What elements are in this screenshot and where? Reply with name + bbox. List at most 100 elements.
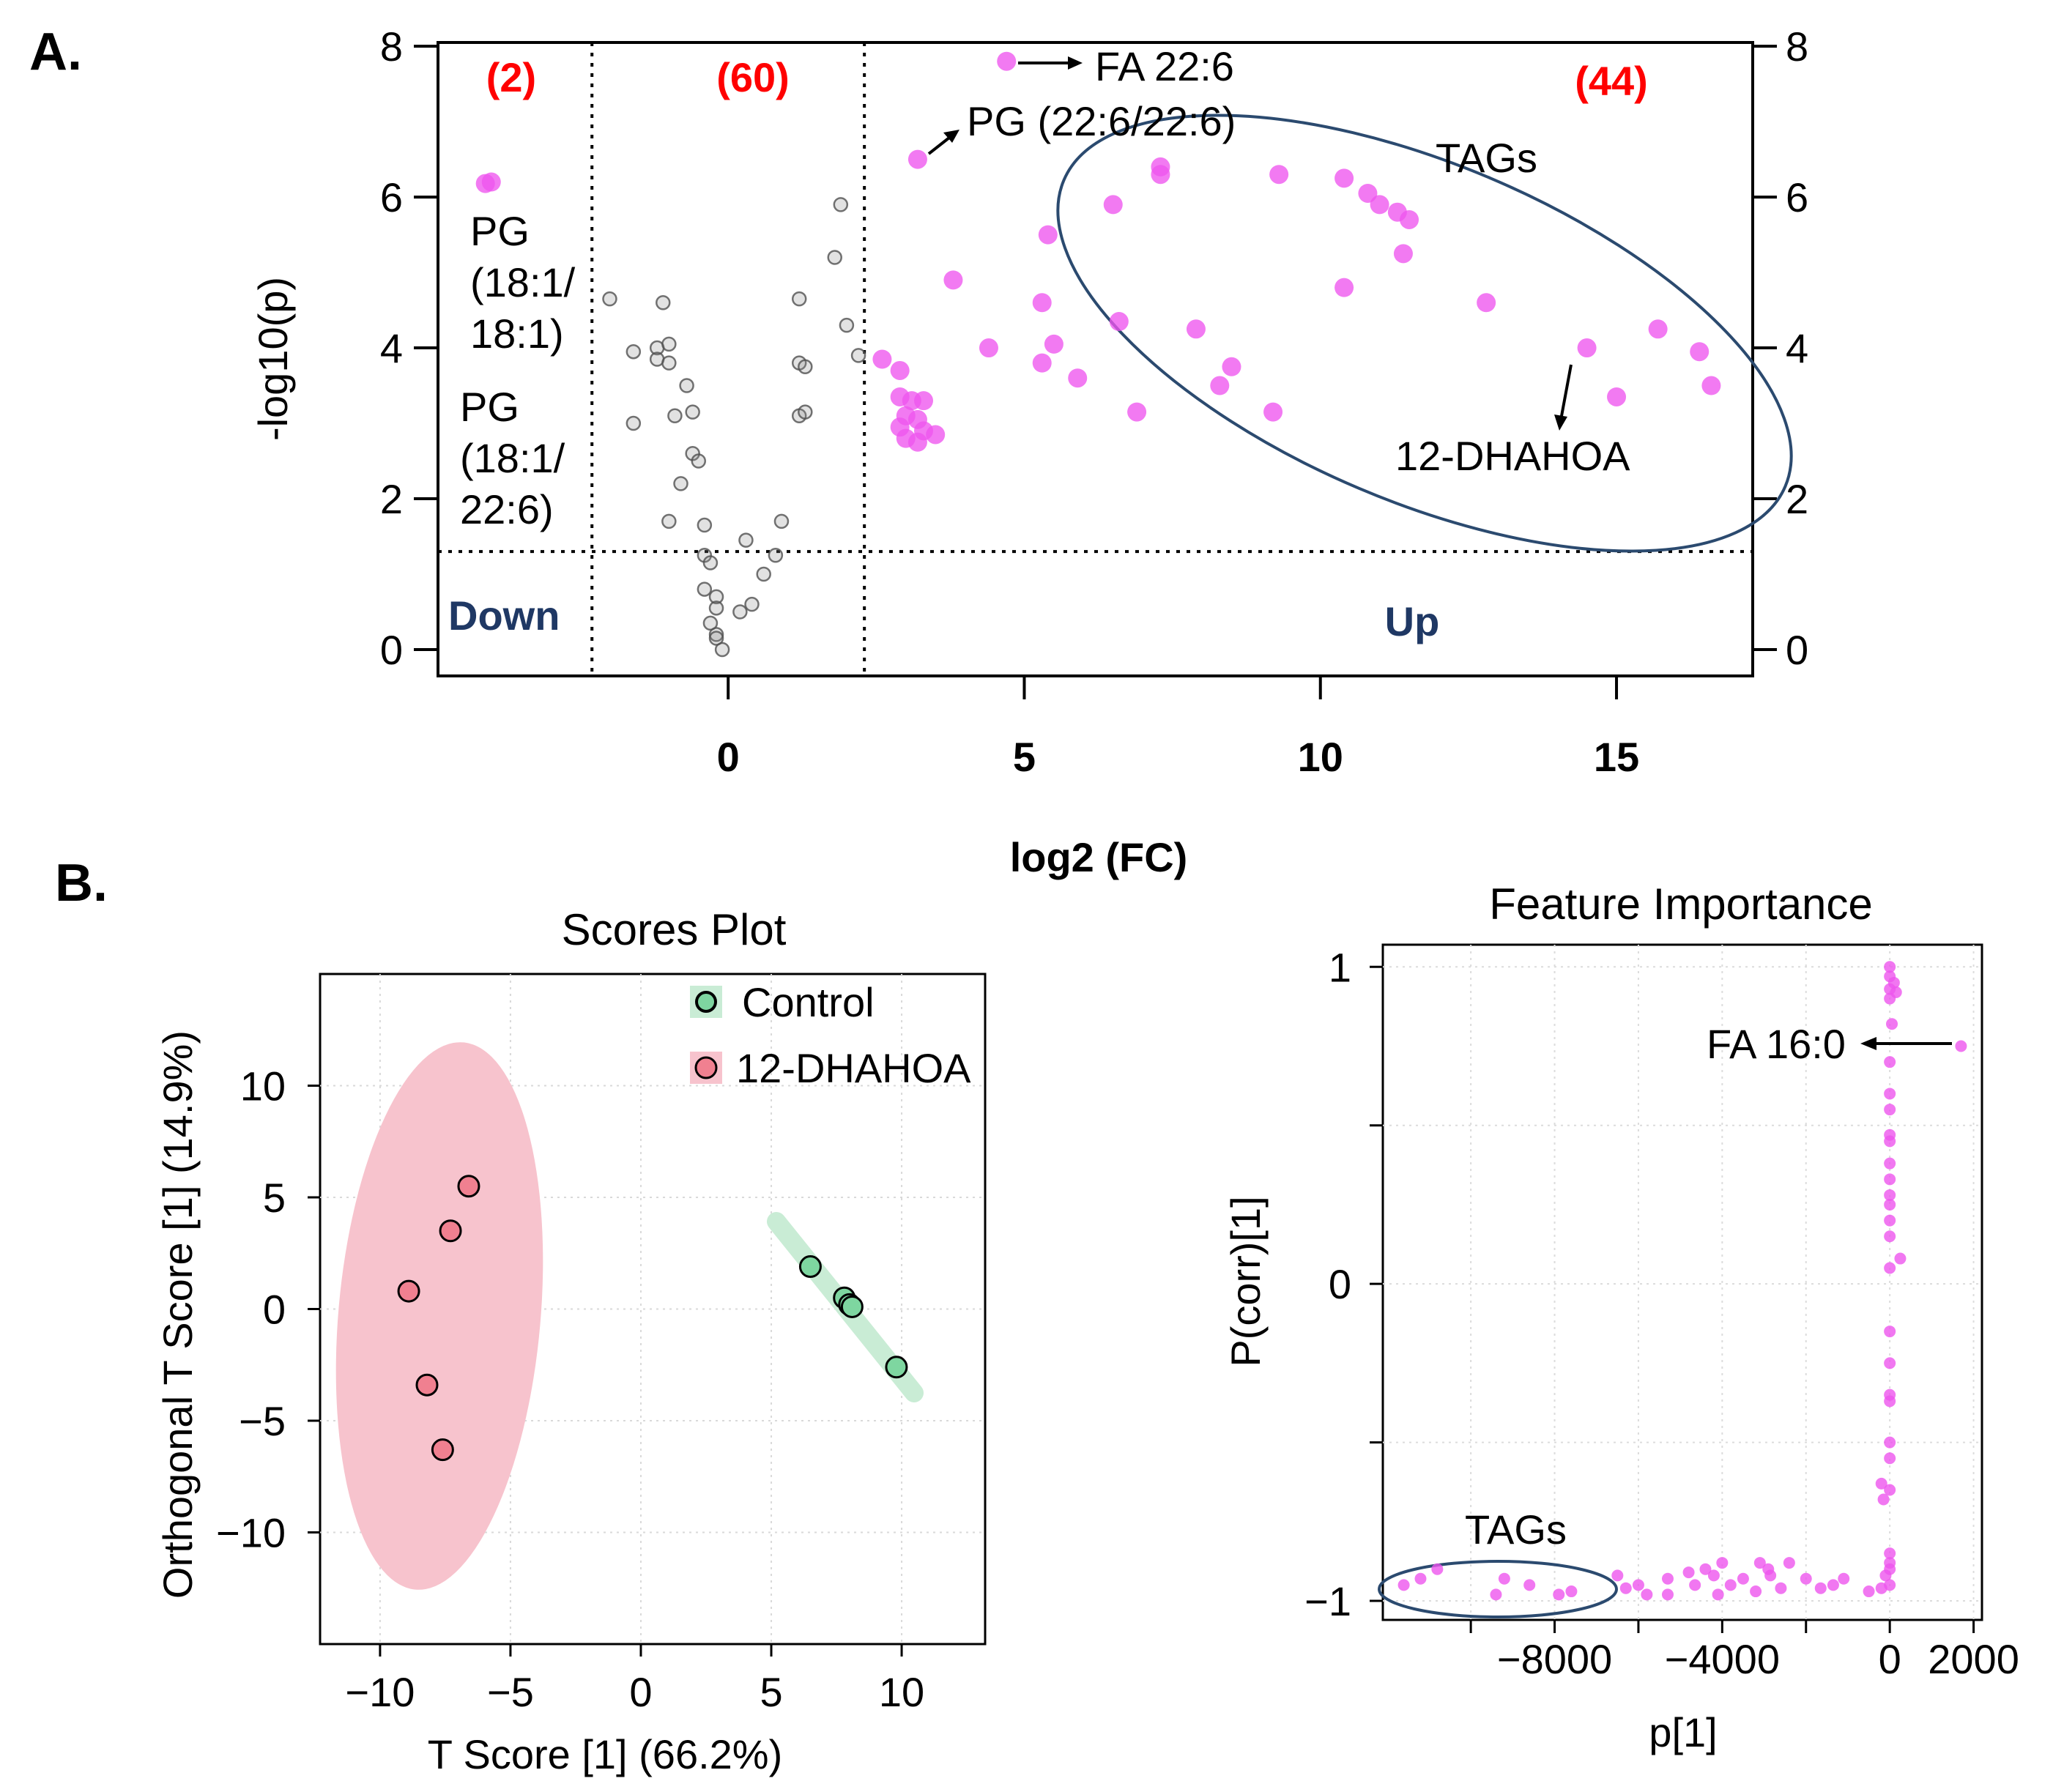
volcano-point-not_significant [791,291,807,307]
scores-x-tick-label: 0 [629,1669,652,1715]
fi-point [1689,1579,1701,1591]
volcano-point-up [1690,342,1710,362]
panel-label-b: B. [55,854,108,912]
fi-point [1716,1557,1729,1569]
volcano-x-axis: 0 5 10 15 [717,676,1639,780]
volcano-point-not_significant [708,627,724,642]
volcano-point-not_significant [798,359,813,375]
volcano-point-up [1648,319,1668,339]
fi-title: Feature Importance [1489,880,1873,929]
arrow-dhahoa-head [1554,414,1567,431]
fi-point [1523,1579,1536,1591]
volcano-point-up [890,360,910,380]
volcano-y-tick-label: 4 [380,325,403,371]
volcano-point-up [1263,402,1283,422]
volcano-point-up [926,425,946,445]
fi-point [1884,1088,1896,1100]
volcano-point-not_significant [667,408,683,423]
tags-ellipse [1056,114,1793,553]
volcano-point-not_significant [661,355,677,371]
fi-point [1565,1585,1578,1598]
volcano-x-tick-label: 15 [1594,734,1639,780]
fi-x-label: p[1] [1649,1709,1717,1755]
fi-point [1879,1569,1892,1582]
volcano-point-not_significant [685,404,700,420]
fi-point [1682,1566,1695,1579]
annot-pg-18-1-18-1-line3: 18:1) [470,311,564,357]
fi-x-tick-label: −4000 [1665,1636,1780,1682]
fi-point [1498,1572,1510,1585]
volcano-y-tick-label: 0 [380,627,403,673]
annot-pg-18-1-22-6-line2: (18:1/ [460,435,565,481]
volcano-point-up [1222,357,1241,376]
fi-point [1431,1563,1444,1575]
volcano-point-not_significant [697,517,713,533]
scores-x-tick-label: 10 [879,1669,924,1715]
fi-point [1884,1189,1896,1201]
fi-frame [1381,943,1983,1621]
scores-legend: Control 12-DHAHOA [690,979,971,1091]
fi-point [1884,1198,1896,1211]
volcano-point-up [997,51,1017,71]
count-down: (2) [486,54,536,100]
fi-point [1884,1230,1896,1243]
volcano-point-up [1068,368,1088,388]
fi-point [1619,1582,1632,1594]
volcano-point-not_significant [656,295,671,311]
fi-point [1884,1547,1896,1560]
fi-tags-ellipse [1378,1560,1618,1618]
fi-point [1762,1563,1775,1575]
volcano-point-not_significant [827,250,842,265]
arrow-pg226-head [943,130,959,143]
volcano-y-label: -log10(p) [250,277,296,441]
volcano-point-up [907,149,927,169]
volcano-point-not_significant [744,596,760,612]
arrow-fa160-head [1860,1037,1876,1050]
annot-fa226: FA 22:6 [1095,43,1234,89]
fi-point [1553,1588,1565,1601]
scores-x-tick-label: −10 [345,1669,415,1715]
volcano-point-not_significant [768,547,784,563]
volcano-point-not_significant [702,615,719,631]
fi-point [1884,1135,1896,1148]
scores-plot: Scores Plot −10 −5 0 5 10 10 5 0 −5 −10 Control … [155,905,987,1777]
count-nonsig: (60) [716,54,790,100]
fi-point [1884,1357,1896,1369]
volcano-point-not_significant [708,631,724,646]
volcano-y-tick-label-right: 6 [1786,174,1808,220]
scores-x-tick-label: −5 [487,1669,534,1715]
legend-marker-control [695,991,717,1013]
legend-marker-treated [694,1056,718,1079]
volcano-point-up [1393,244,1413,264]
scores-y-label: Orthogonal T Score [1] (14.9%) [155,1030,201,1599]
volcano-point-up [1400,209,1419,229]
volcano-point-not_significant [679,378,694,393]
volcano-x-tick-label: 0 [717,734,740,780]
fi-point [1838,1572,1850,1585]
volcano-point-not_significant [714,642,730,658]
annot-dhahoa: 12-DHAHOA [1395,433,1630,479]
volcano-point-not_significant [661,336,677,352]
fi-point [1827,1579,1839,1591]
volcano-point-up [1038,225,1058,245]
volcano-point-up [1210,376,1230,395]
volcano-point-not_significant [738,532,754,548]
region-up-label: Up [1385,598,1440,644]
volcano-y-tick-label: 2 [380,476,403,522]
fi-x-tick-label: −8000 [1497,1636,1612,1682]
scores-point-control [840,1295,864,1318]
volcano-point-not_significant [602,291,617,307]
scores-x-tick-label: 5 [760,1669,782,1715]
volcano-point-up [1127,402,1147,422]
scores-point-control [798,1255,822,1279]
feature-importance-plot: Feature Importance −8000 −4000 0 2000 10−1 … [1222,880,2019,1755]
fi-point [1707,1569,1720,1582]
fi-point [1884,1157,1896,1170]
volcano-point-not_significant [625,343,642,360]
fi-point [1877,1493,1890,1506]
volcano-point-up [1269,165,1289,185]
scores-grid [320,974,985,1644]
fi-point [1800,1572,1812,1585]
fi-point [1884,1452,1896,1465]
fi-grid [1383,945,1982,1620]
